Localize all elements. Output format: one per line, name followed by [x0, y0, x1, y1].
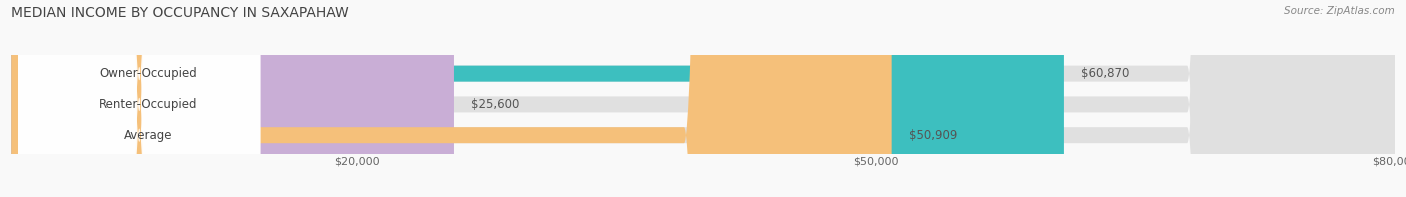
FancyBboxPatch shape: [11, 0, 454, 197]
Text: $50,909: $50,909: [908, 129, 957, 142]
FancyBboxPatch shape: [11, 0, 1395, 197]
FancyBboxPatch shape: [11, 0, 1064, 197]
Text: MEDIAN INCOME BY OCCUPANCY IN SAXAPAHAW: MEDIAN INCOME BY OCCUPANCY IN SAXAPAHAW: [11, 6, 349, 20]
Text: Average: Average: [124, 129, 172, 142]
Text: Source: ZipAtlas.com: Source: ZipAtlas.com: [1284, 6, 1395, 16]
FancyBboxPatch shape: [11, 0, 1395, 197]
Text: Renter-Occupied: Renter-Occupied: [98, 98, 197, 111]
FancyBboxPatch shape: [18, 0, 260, 197]
FancyBboxPatch shape: [18, 0, 260, 197]
FancyBboxPatch shape: [18, 0, 260, 197]
FancyBboxPatch shape: [11, 0, 1395, 197]
Text: Owner-Occupied: Owner-Occupied: [98, 67, 197, 80]
Text: $60,870: $60,870: [1081, 67, 1129, 80]
Text: $25,600: $25,600: [471, 98, 520, 111]
FancyBboxPatch shape: [11, 0, 891, 197]
